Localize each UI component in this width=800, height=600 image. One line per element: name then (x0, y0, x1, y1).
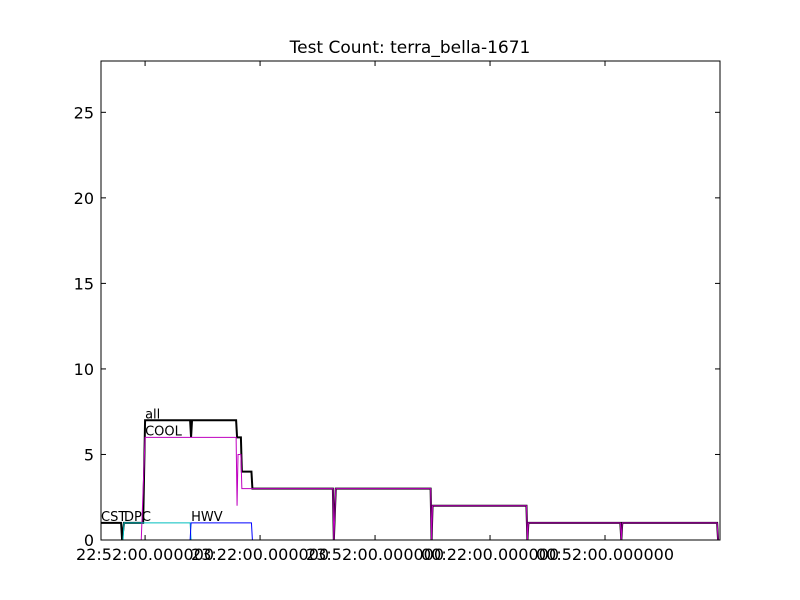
series-annotation: COOL (145, 424, 183, 439)
x-tick-label: 23:22:00.000000 (191, 545, 329, 564)
series-annotation: HWV (191, 510, 223, 525)
x-tick-label: 00:22:00.000000 (421, 545, 559, 564)
y-tick-label: 10 (74, 360, 94, 379)
chart-title: Test Count: terra_bella-1671 (289, 38, 531, 58)
plot-frame (100, 60, 721, 541)
x-tick-label: 00:52:00.000000 (536, 545, 674, 564)
series-annotation: DPC (124, 510, 151, 525)
series-annotation: all (145, 407, 160, 422)
series-annotation: CST (101, 510, 126, 525)
y-tick-label: 0 (84, 531, 94, 550)
y-tick-label: 20 (74, 189, 94, 208)
y-tick-label: 15 (74, 274, 94, 293)
y-tick-label: 25 (74, 103, 94, 122)
x-tick-label: 23:52:00.000000 (306, 545, 444, 564)
y-tick-label: 5 (84, 445, 94, 464)
series-line (101, 436, 719, 541)
x-tick-label: 22:52:00.000000 (76, 545, 214, 564)
